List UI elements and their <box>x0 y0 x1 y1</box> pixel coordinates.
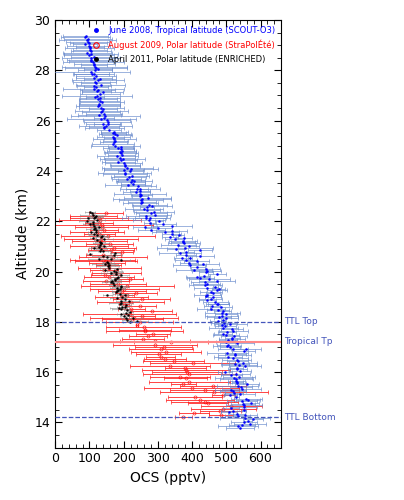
Text: TTL Top: TTL Top <box>284 318 318 326</box>
Text: Tropical Tp: Tropical Tp <box>284 338 332 346</box>
Y-axis label: Altitude (km): Altitude (km) <box>15 188 29 280</box>
X-axis label: OCS (pptv): OCS (pptv) <box>130 471 206 485</box>
Text: TTL Bottom: TTL Bottom <box>284 413 335 422</box>
Legend: June 2008, Tropical latitude (SCOUT-O3), August 2009, Polar latitude (StraPolÉté: June 2008, Tropical latitude (SCOUT-O3),… <box>86 24 277 65</box>
